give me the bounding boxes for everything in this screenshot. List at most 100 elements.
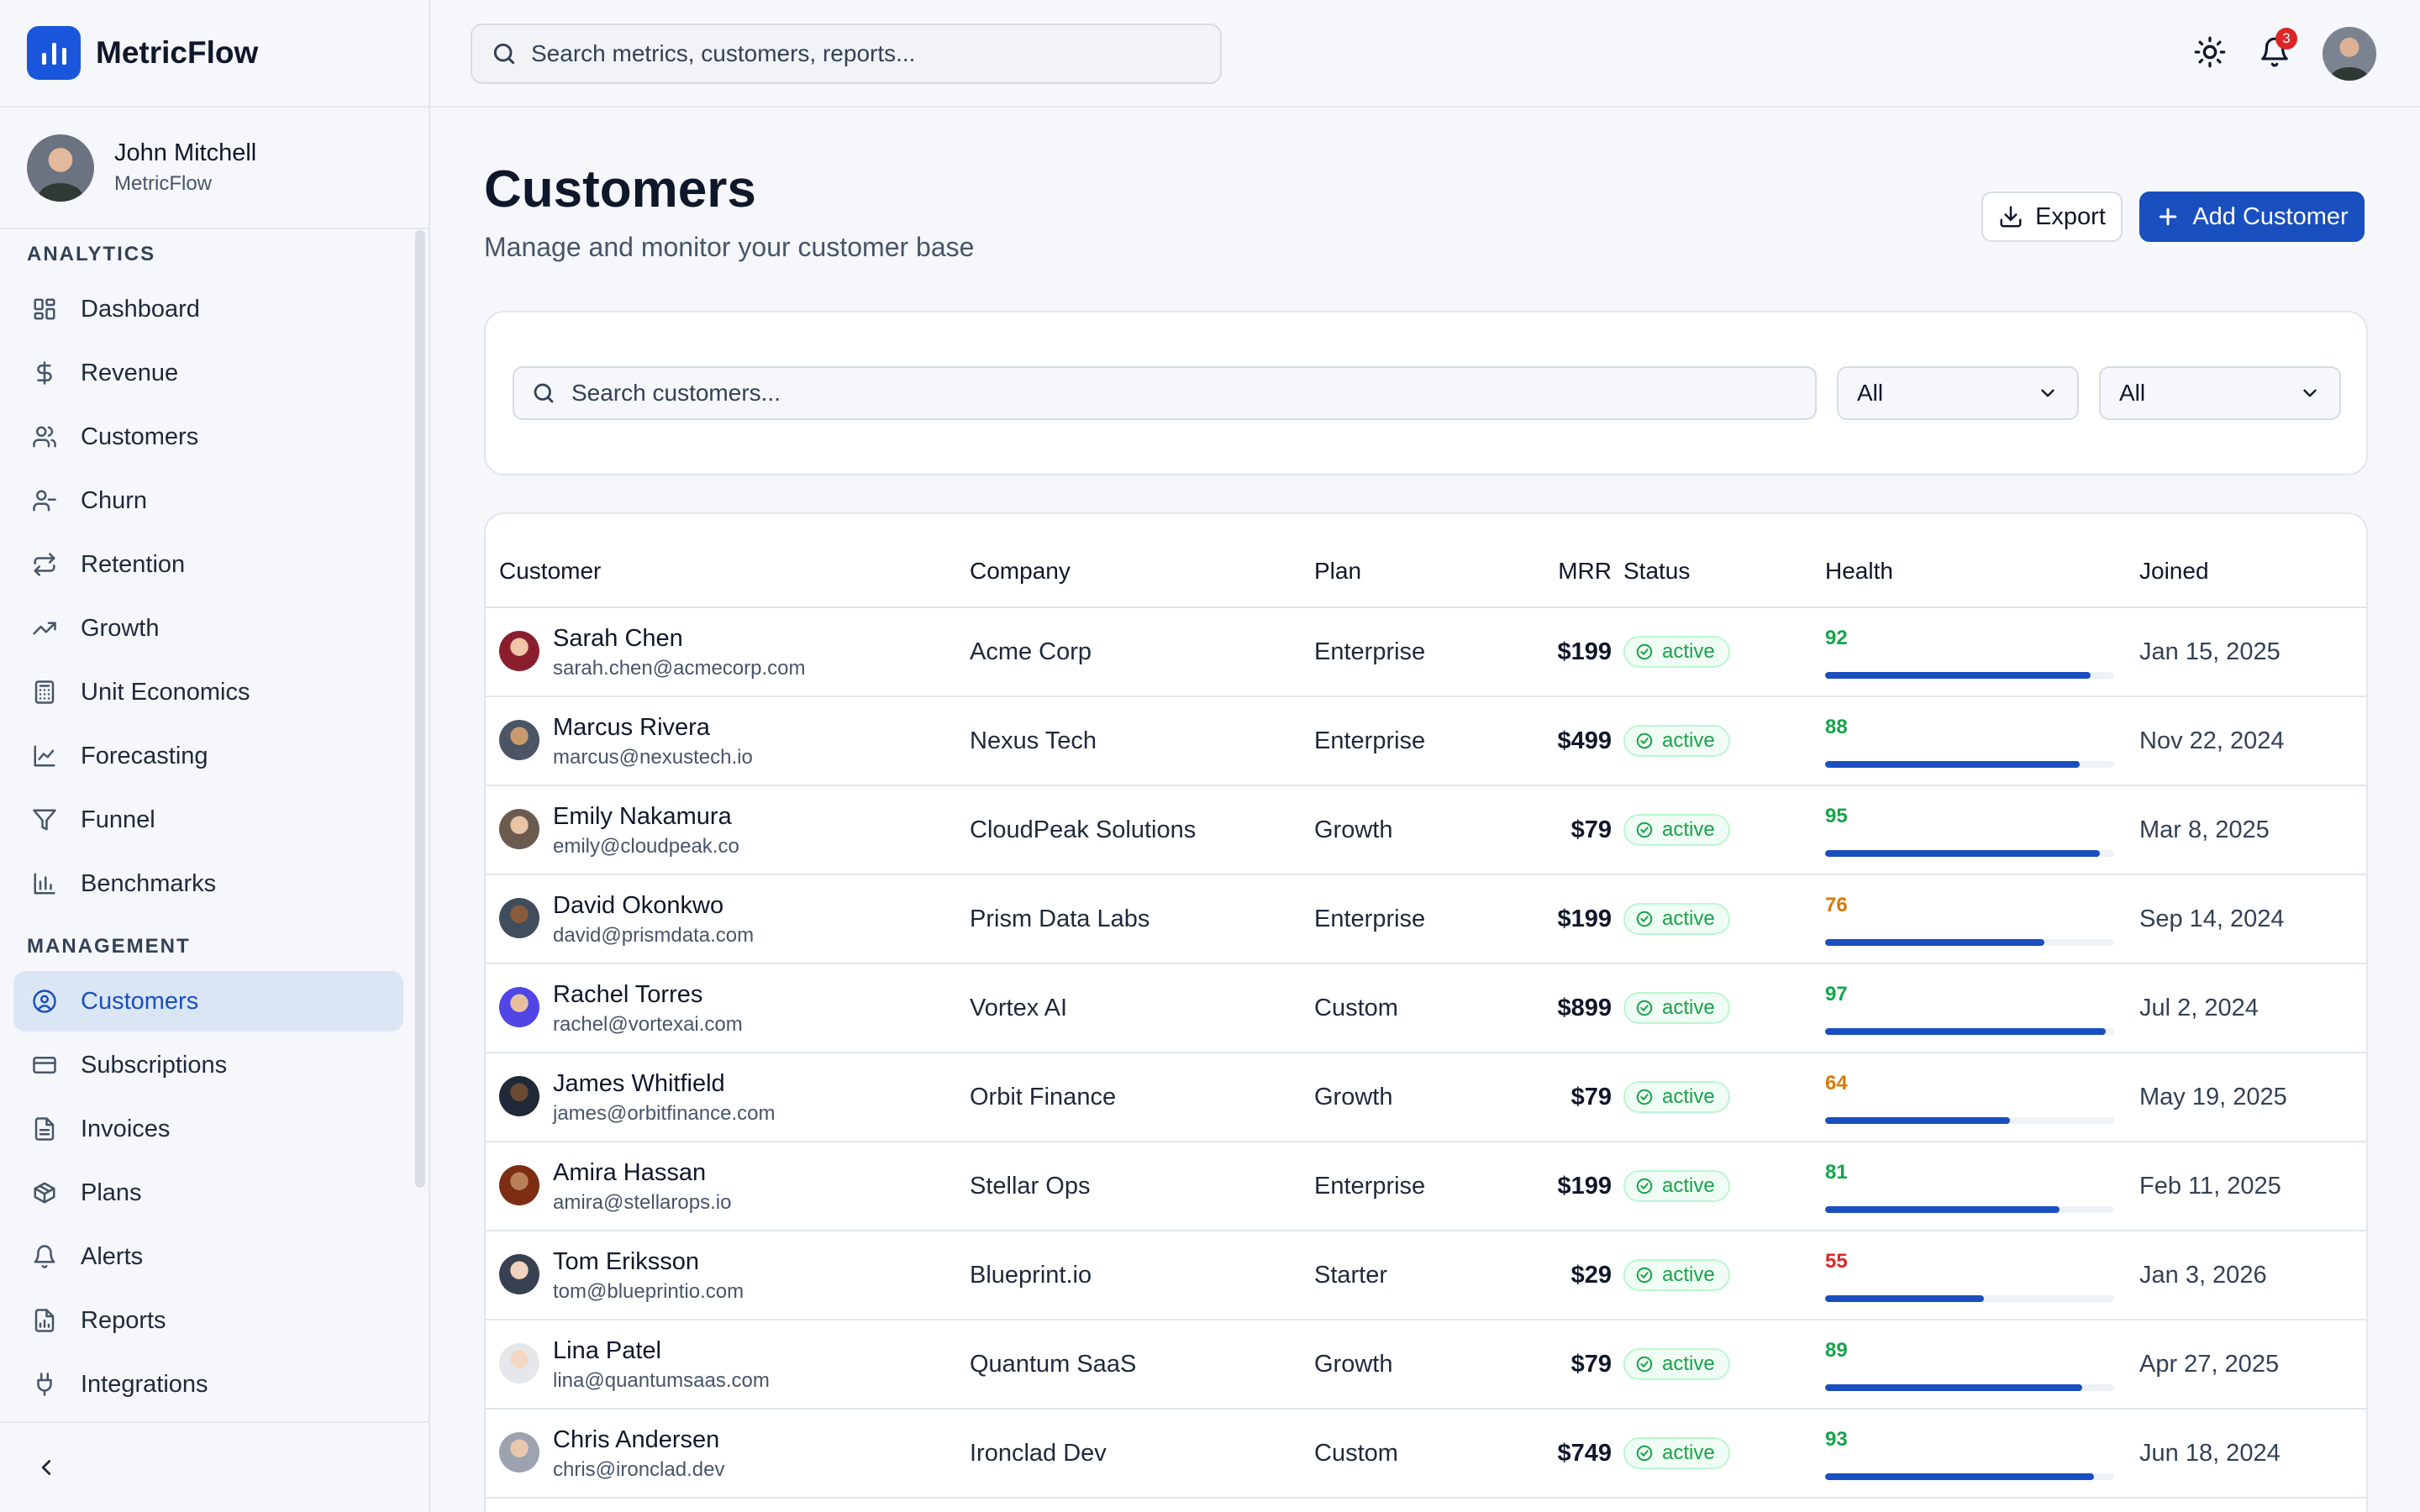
notifications-button[interactable]: 3: [2259, 27, 2297, 72]
sidebar-item-dashboard[interactable]: Dashboard: [13, 279, 403, 339]
sidebar-item-customers[interactable]: Customers: [13, 971, 403, 1032]
customer-name[interactable]: Sarah Chen: [553, 625, 683, 652]
user-profile[interactable]: John Mitchell MetricFlow: [0, 108, 429, 229]
global-search-input[interactable]: Search metrics, customers, reports...: [471, 24, 1222, 84]
sidebar-item-label: Churn: [81, 486, 147, 514]
customer-name[interactable]: Emily Nakamura: [553, 803, 732, 830]
column-header-customer[interactable]: Customer: [499, 558, 602, 584]
table-row[interactable]: Lina Patel lina@quantumsaas.com Quantum Sa…: [486, 1320, 2366, 1410]
users-icon: [32, 424, 57, 449]
user-org: MetricFlow: [114, 172, 213, 195]
customer-plan: Growth: [1314, 1351, 1393, 1378]
sidebar-item-subscriptions[interactable]: Subscriptions: [13, 1035, 403, 1095]
customer-joined: Sep 14, 2024: [2139, 906, 2285, 932]
customer-name[interactable]: James Whitfield: [553, 1070, 725, 1097]
sidebar-item-label: Benchmarks: [81, 869, 217, 897]
package-icon: [32, 1180, 57, 1205]
customer-mrr: $79: [1570, 816, 1612, 843]
health-bar-fill: [1825, 672, 2091, 679]
sidebar-item-alerts[interactable]: Alerts: [13, 1226, 403, 1287]
check-circle-icon: [1636, 911, 1653, 927]
sidebar-item-reports[interactable]: Reports: [13, 1290, 403, 1351]
status-badge: active: [1623, 725, 1730, 757]
table-row[interactable]: Tom Eriksson tom@blueprintio.com Blueprint…: [486, 1231, 2366, 1320]
health-bar: [1825, 1473, 2114, 1480]
customer-avatar: [499, 809, 539, 849]
status-filter-select[interactable]: All: [2099, 366, 2341, 420]
sidebar-item-label: Customers: [81, 987, 199, 1015]
customer-name[interactable]: Tom Eriksson: [553, 1248, 700, 1275]
sidebar-item-integrations[interactable]: Integrations: [13, 1354, 403, 1415]
table-row[interactable]: David Okonkwo david@prismdata.com Prism Da…: [486, 875, 2366, 964]
bell-icon: [32, 1244, 57, 1269]
status-label: active: [1662, 1085, 1715, 1108]
sidebar-item-label: Forecasting: [81, 742, 208, 769]
sidebar-item-plans[interactable]: Plans: [13, 1163, 403, 1223]
health-bar-fill: [1825, 1028, 2106, 1035]
sidebar-item-benchmarks[interactable]: Benchmarks: [13, 853, 403, 914]
customer-company: Blueprint.io: [970, 1262, 1092, 1289]
sidebar: MetricFlow John Mitchell MetricFlow ANAL…: [0, 0, 430, 1512]
brand[interactable]: MetricFlow: [0, 0, 429, 108]
status-badge: active: [1623, 992, 1730, 1024]
customer-search-input[interactable]: Search customers...: [513, 366, 1817, 420]
sidebar-item-unit-economics[interactable]: Unit Economics: [13, 662, 403, 722]
sidebar-item-label: Retention: [81, 550, 186, 578]
customer-email: chris@ironclad.dev: [553, 1458, 725, 1481]
customer-avatar: [499, 720, 539, 760]
customer-name[interactable]: Rachel Torres: [553, 981, 703, 1008]
sidebar-item-revenue[interactable]: Revenue: [13, 343, 403, 403]
table-row[interactable]: James Whitfield james@orbitfinance.com Orb…: [486, 1053, 2366, 1142]
table-row[interactable]: Amira Hassan amira@stellarops.io Stellar O…: [486, 1142, 2366, 1231]
customer-plan: Growth: [1314, 1084, 1393, 1110]
table-row[interactable]: Rachel Torres rachel@vortexai.com Vortex A…: [486, 964, 2366, 1053]
file-icon: [32, 1116, 57, 1142]
column-header-joined[interactable]: Joined: [2139, 558, 2209, 584]
theme-toggle-button[interactable]: [2193, 35, 2227, 73]
sidebar-item-invoices[interactable]: Invoices: [13, 1099, 403, 1159]
sidebar-item-retention[interactable]: Retention: [13, 534, 403, 595]
sidebar-item-customers[interactable]: Customers: [13, 407, 403, 467]
plug-icon: [32, 1372, 57, 1397]
sidebar-item-funnel[interactable]: Funnel: [13, 790, 403, 850]
table-row[interactable]: Chris Andersen chris@ironclad.dev Ironclad…: [486, 1410, 2366, 1499]
dashboard-icon: [32, 297, 57, 322]
column-header-mrr[interactable]: MRR: [1558, 558, 1612, 584]
sidebar-scrollbar[interactable]: [415, 230, 425, 1188]
customer-name[interactable]: Marcus Rivera: [553, 714, 710, 741]
column-header-health[interactable]: Health: [1825, 558, 1893, 584]
sidebar-item-label: Alerts: [81, 1242, 144, 1270]
collapse-sidebar-button[interactable]: [0, 1421, 429, 1512]
customer-joined: Mar 8, 2025: [2139, 816, 2270, 843]
export-button[interactable]: Export: [1981, 192, 2123, 242]
health-score: 76: [1825, 894, 1848, 916]
column-header-plan[interactable]: Plan: [1314, 558, 1362, 584]
column-header-company[interactable]: Company: [970, 558, 1071, 584]
sidebar-item-churn[interactable]: Churn: [13, 470, 403, 531]
table-row[interactable]: Sarah Chen sarah.chen@acmecorp.com Acme Co…: [486, 608, 2366, 697]
sidebar-item-growth[interactable]: Growth: [13, 598, 403, 659]
health-bar-fill: [1825, 1206, 2060, 1213]
add-customer-button[interactable]: Add Customer: [2139, 192, 2365, 242]
customer-name[interactable]: Chris Andersen: [553, 1426, 720, 1453]
customer-plan: Enterprise: [1314, 638, 1426, 665]
customer-email: emily@cloudpeak.co: [553, 835, 739, 858]
user-avatar-button[interactable]: [2323, 27, 2376, 81]
health-score: 89: [1825, 1339, 1848, 1362]
customer-joined: Jan 3, 2026: [2139, 1262, 2267, 1289]
sidebar-item-label: Growth: [81, 614, 160, 642]
customer-name[interactable]: David Okonkwo: [553, 892, 724, 919]
customer-name[interactable]: Lina Patel: [553, 1337, 661, 1364]
health-bar: [1825, 850, 2114, 857]
plan-filter-select[interactable]: All: [1837, 366, 2079, 420]
health-bar: [1825, 672, 2114, 679]
table-row[interactable]: Marcus Rivera marcus@nexustech.io Nexus Te…: [486, 697, 2366, 786]
chevron-down-icon: [2041, 389, 2054, 397]
bar-chart-icon: [32, 871, 57, 896]
table-row[interactable]: Emily Nakamura emily@cloudpeak.co CloudPea…: [486, 786, 2366, 875]
customer-name[interactable]: Amira Hassan: [553, 1159, 707, 1186]
customer-company: CloudPeak Solutions: [970, 816, 1197, 843]
add-customer-label: Add Customer: [2192, 202, 2349, 230]
sidebar-item-forecasting[interactable]: Forecasting: [13, 726, 403, 786]
column-header-status[interactable]: Status: [1623, 558, 1691, 584]
